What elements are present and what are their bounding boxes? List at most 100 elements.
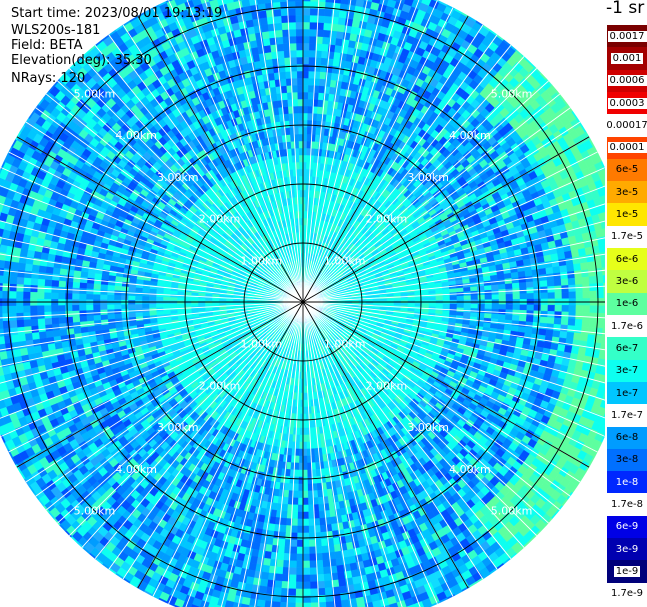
range-bin [524, 269, 533, 277]
range-bin [581, 319, 590, 328]
range-bin [587, 268, 597, 278]
range-bin [540, 292, 549, 300]
range-bin [302, 49, 310, 58]
range-bin [532, 280, 541, 288]
range-bin [307, 105, 314, 114]
range-bin [559, 265, 568, 273]
range-bin [602, 320, 605, 329]
range-bin [302, 105, 309, 114]
range-bin [470, 312, 478, 318]
range-bin [561, 291, 570, 299]
range-bin [307, 91, 314, 100]
range-bin [582, 305, 591, 314]
range-bin [307, 126, 313, 135]
range-bin [302, 0, 311, 2]
range-bin [407, 303, 416, 307]
range-bin [505, 293, 514, 300]
range-bin [483, 280, 492, 287]
range-bin [334, 44, 343, 54]
range-bin [302, 84, 309, 93]
range-bin [302, 35, 310, 44]
range-bin [305, 175, 310, 184]
range-bin [310, 0, 319, 2]
range-bin [510, 271, 519, 279]
range-bin [565, 257, 574, 266]
range-bin [538, 328, 547, 336]
range-bin [332, 0, 342, 4]
range-bin [599, 252, 605, 261]
range-bin [531, 327, 540, 336]
range-bin [496, 273, 505, 281]
range-bin [526, 304, 535, 311]
range-bin [545, 329, 554, 337]
range-bin [503, 272, 512, 280]
range-bin [504, 278, 513, 285]
range-bin [340, 0, 350, 5]
range-bin [505, 314, 513, 321]
range-bin [365, 299, 374, 302]
range-bin [580, 269, 590, 278]
range-bin [573, 332, 582, 341]
range-bin [518, 315, 527, 322]
range-bin [407, 297, 416, 301]
range-bin [546, 323, 555, 331]
range-bin [567, 270, 576, 279]
range-bin [588, 275, 597, 285]
range-bin [477, 285, 485, 292]
range-bin [587, 261, 596, 270]
range-bin [580, 333, 589, 342]
range-bin [587, 334, 596, 343]
range-bin [484, 304, 493, 310]
range-bin [449, 288, 457, 293]
range-bin [491, 313, 499, 320]
range-bin [560, 271, 569, 280]
range-bin [307, 112, 313, 121]
range-bin [307, 119, 313, 128]
range-bin [307, 98, 314, 107]
range-bin [588, 319, 597, 329]
range-bin [568, 305, 577, 313]
range-bin [544, 260, 553, 269]
range-bin [320, 57, 328, 66]
range-bin [323, 15, 333, 24]
range-bin [325, 0, 334, 3]
range-bin [309, 28, 317, 37]
range-bin [574, 270, 583, 279]
range-bin [498, 314, 506, 321]
range-bin [302, 63, 310, 72]
range-bin [318, 85, 325, 94]
range-bin [456, 295, 465, 301]
range-bin [574, 325, 583, 334]
range-bin [490, 279, 499, 286]
range-bin [532, 316, 541, 324]
range-bin [372, 298, 381, 302]
range-bin [319, 78, 326, 87]
range-bin [560, 324, 569, 333]
range-bin [523, 264, 533, 272]
range-bin [565, 338, 574, 347]
range-bin [574, 318, 583, 327]
range-bin [531, 268, 540, 277]
range-bin [302, 28, 311, 37]
range-bin [567, 325, 576, 334]
range-bin [518, 320, 527, 328]
range-bin [547, 304, 556, 312]
range-bin [306, 147, 311, 156]
range-bin [308, 84, 315, 93]
range-bin [302, 77, 309, 86]
range-bin [449, 295, 458, 301]
range-bin [302, 133, 308, 142]
range-bin [347, 0, 357, 6]
range-bin [554, 292, 563, 300]
range-bin [463, 295, 472, 301]
range-bin [317, 99, 324, 108]
range-bin [421, 297, 430, 301]
range-bin [533, 292, 542, 300]
range-bin [320, 64, 328, 73]
range-bin [484, 313, 492, 319]
range-bin [324, 8, 333, 17]
range-bin [302, 56, 310, 65]
range-bin [530, 263, 539, 271]
range-bin [517, 270, 526, 278]
range-bin [322, 29, 331, 38]
